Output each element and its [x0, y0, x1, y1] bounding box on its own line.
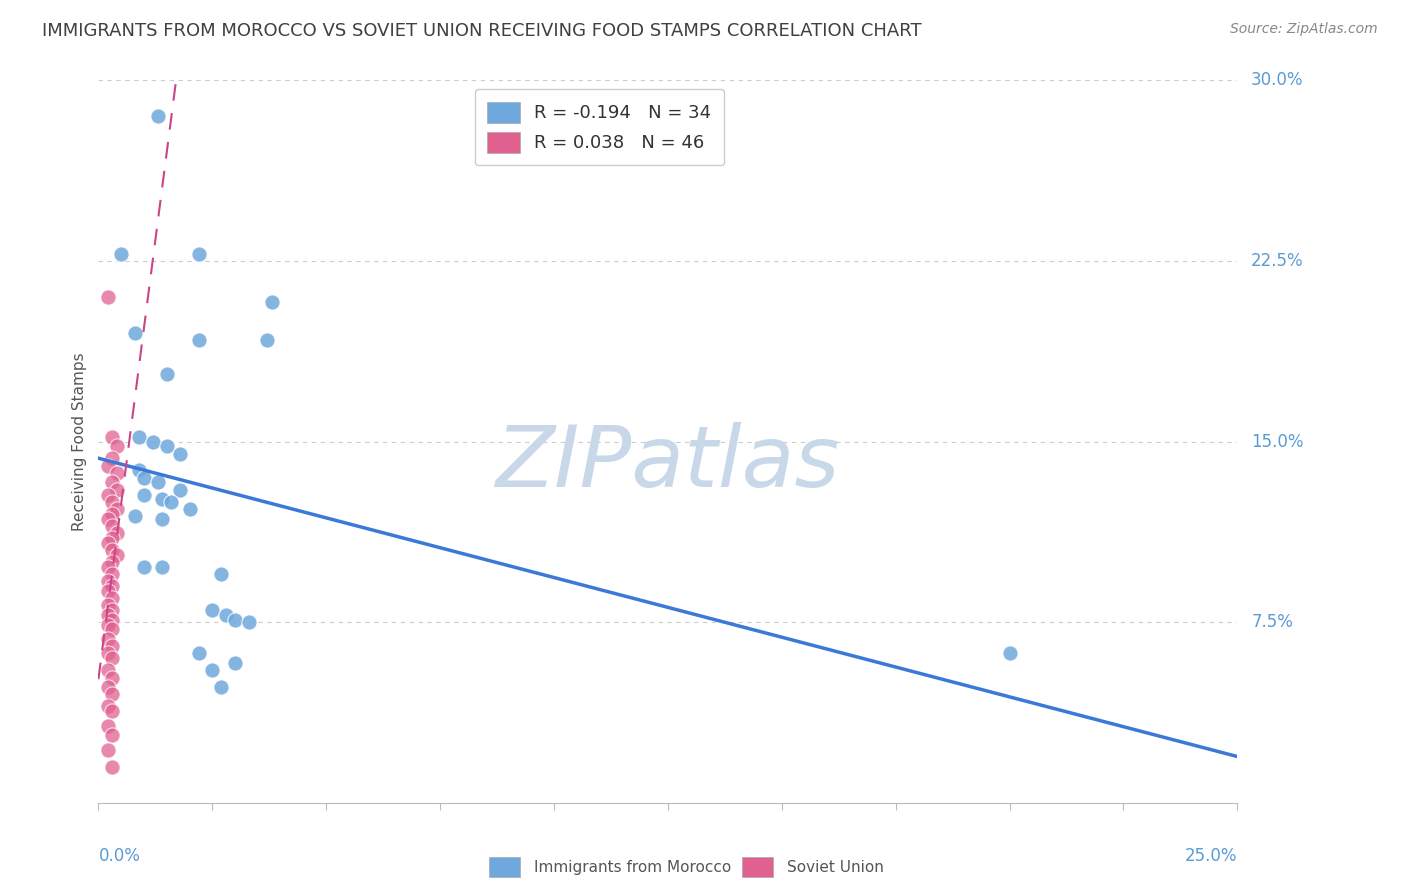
Text: 7.5%: 7.5% [1251, 613, 1294, 632]
Point [215, 607, 238, 622]
Point [156, 367, 179, 381]
Point [224, 613, 246, 627]
Text: Immigrants from Morocco: Immigrants from Morocco [534, 860, 731, 874]
Point [146, 475, 169, 490]
Point [238, 615, 260, 630]
Point [96, 559, 118, 574]
Point [124, 509, 146, 524]
Point [96, 647, 118, 661]
Point [96, 535, 118, 549]
Point [105, 526, 128, 541]
Point [96, 680, 118, 694]
Text: 0.0%: 0.0% [98, 847, 141, 865]
Point [150, 559, 173, 574]
Point [169, 446, 191, 460]
Point [105, 502, 128, 516]
Text: ZIPatlas: ZIPatlas [496, 422, 839, 505]
Point [96, 699, 118, 714]
Text: 22.5%: 22.5% [1251, 252, 1303, 270]
Point [128, 463, 150, 477]
Point [224, 656, 246, 670]
Point [96, 574, 118, 589]
Point [169, 483, 191, 497]
Point [256, 334, 278, 348]
Point [110, 246, 132, 260]
Point [150, 492, 173, 507]
Point [101, 603, 124, 617]
Point [146, 109, 169, 123]
Point [201, 664, 224, 678]
Point [150, 511, 173, 525]
Text: 30.0%: 30.0% [1251, 71, 1303, 89]
Point [209, 680, 232, 694]
Point [101, 728, 124, 742]
Point [132, 470, 155, 484]
Text: Source: ZipAtlas.com: Source: ZipAtlas.com [1230, 22, 1378, 37]
Legend: R = -0.194   N = 34, R = 0.038   N = 46: R = -0.194 N = 34, R = 0.038 N = 46 [475, 89, 724, 165]
Point [96, 664, 118, 678]
Point [96, 617, 118, 632]
Point [260, 294, 283, 309]
Point [101, 704, 124, 718]
Point [101, 507, 124, 521]
Point [101, 591, 124, 605]
Point [96, 290, 118, 304]
Y-axis label: Receiving Food Stamps: Receiving Food Stamps [72, 352, 87, 531]
Point [101, 579, 124, 593]
Point [96, 487, 118, 501]
Point [187, 334, 209, 348]
Point [101, 555, 124, 569]
Point [96, 607, 118, 622]
Point [160, 494, 183, 508]
Point [96, 719, 118, 733]
Point [101, 671, 124, 685]
Text: IMMIGRANTS FROM MOROCCO VS SOVIET UNION RECEIVING FOOD STAMPS CORRELATION CHART: IMMIGRANTS FROM MOROCCO VS SOVIET UNION … [42, 22, 922, 40]
Point [105, 483, 128, 497]
Point [201, 603, 224, 617]
Text: 25.0%: 25.0% [1185, 847, 1237, 865]
Point [187, 647, 209, 661]
Point [96, 583, 118, 598]
Point [96, 632, 118, 646]
Text: 15.0%: 15.0% [1251, 433, 1303, 450]
Point [128, 430, 150, 444]
Point [156, 439, 179, 453]
Point [101, 430, 124, 444]
Point [101, 623, 124, 637]
Point [101, 613, 124, 627]
Point [105, 548, 128, 562]
Point [179, 502, 201, 516]
Point [101, 651, 124, 665]
Point [101, 531, 124, 545]
Point [96, 743, 118, 757]
Point [101, 542, 124, 557]
Point [101, 518, 124, 533]
Text: Soviet Union: Soviet Union [787, 860, 884, 874]
Point [998, 647, 1021, 661]
Point [101, 567, 124, 582]
Point [101, 639, 124, 653]
Point [124, 326, 146, 340]
Point [101, 451, 124, 466]
Point [142, 434, 165, 449]
Point [105, 439, 128, 453]
Point [105, 466, 128, 480]
Point [96, 458, 118, 473]
Point [101, 760, 124, 774]
Point [209, 567, 232, 582]
Point [101, 687, 124, 701]
Point [132, 487, 155, 501]
Point [187, 246, 209, 260]
Point [132, 559, 155, 574]
Point [96, 511, 118, 525]
Point [96, 599, 118, 613]
Point [101, 475, 124, 490]
Point [101, 494, 124, 508]
